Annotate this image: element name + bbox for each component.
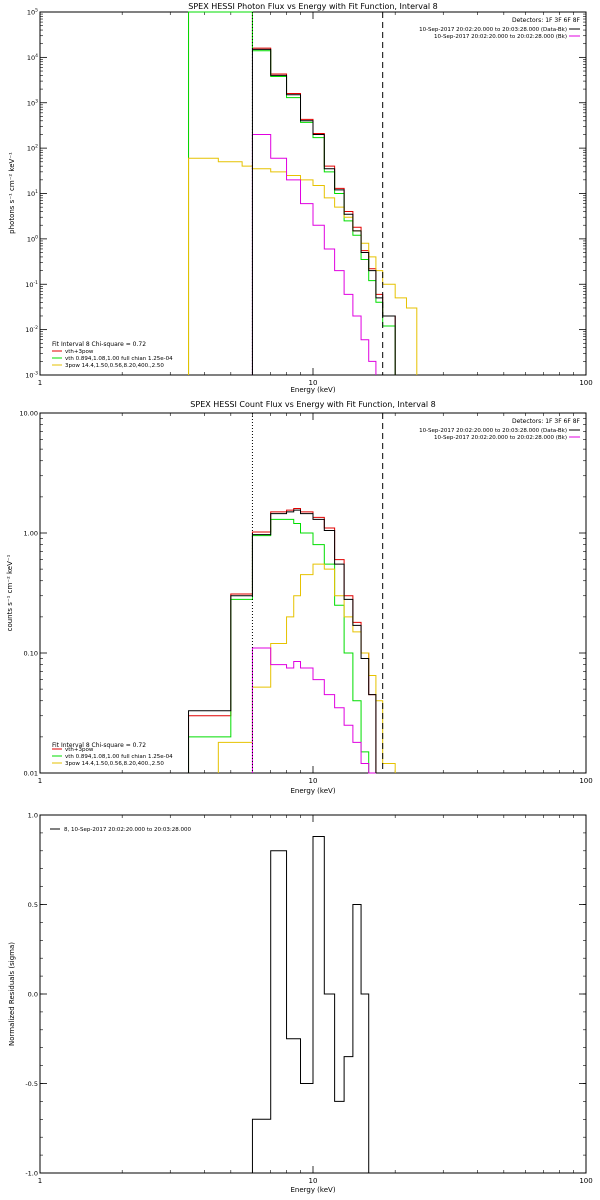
y-tick-label: 0.5 — [28, 901, 38, 909]
photon-flux-ylabel: photons s⁻¹ cm⁻² keV⁻¹ — [8, 152, 16, 234]
y-tick-label: 10-3 — [25, 371, 38, 380]
y-tick-label: 102 — [27, 144, 38, 153]
photon-flux-xlabel: Energy (keV) — [290, 386, 335, 394]
count-flux-ylabel: counts s⁻¹ cm⁻² keV⁻¹ — [6, 554, 14, 631]
residuals-legend: 8, 10-Sep-2017 20:02:20.000 to 20:03:28.… — [50, 827, 191, 833]
x-tick-label: 100 — [579, 1177, 592, 1185]
interval-legend-label: 10-Sep-2017 20:02:20.000 to 20:02:28.000… — [434, 34, 567, 40]
photon-flux-frame — [39, 11, 587, 376]
residuals-series — [251, 835, 383, 1174]
series-line-fit — [188, 11, 396, 375]
series-line-total — [251, 835, 383, 1174]
count-flux-axes: 1 10 100 10.00 1.00 0.10 0.01 — [19, 410, 592, 786]
x-tick-label: 1 — [38, 777, 42, 785]
x-tick-label: 1 — [38, 379, 42, 387]
count-flux-series — [188, 508, 396, 774]
count-flux-threshold-lines — [251, 413, 384, 773]
series-line-pow — [188, 157, 418, 375]
photon-flux-panel: SPEX HESSI Photon Flux vs Energy with Fi… — [8, 2, 593, 394]
photon-flux-axes: 1 10 100 105 104 103 102 101 100 10-1 10-2 10-3 — [25, 8, 592, 388]
y-tick-label: 1.00 — [24, 530, 38, 538]
residuals-panel: 1 10 100 1.0 0.5 0.0 -0.5 -1.0 Energy (keV) Nor… — [8, 812, 593, 1195]
fit-legend-label: vth 0.894,1.08,1.00 full chian 1.25e-04 — [65, 356, 173, 362]
y-tick-label: -1.0 — [25, 1170, 38, 1178]
y-tick-label: 0.01 — [24, 770, 38, 778]
x-tick-label: 1 — [38, 1177, 42, 1185]
y-tick-label: 0.0 — [28, 991, 38, 999]
count-flux-detectors: Detectors: 1F 3F 6F 8F — [512, 418, 581, 425]
residuals-axes: 1 10 100 1.0 0.5 0.0 -0.5 -1.0 — [25, 812, 592, 1186]
x-tick-label: 100 — [579, 777, 592, 785]
y-tick-label: 105 — [27, 8, 38, 17]
x-tick-label: 10 — [309, 777, 318, 785]
photon-flux-threshold-lines — [251, 12, 384, 375]
photon-flux-title: SPEX HESSI Photon Flux vs Energy with Fi… — [188, 2, 438, 11]
y-tick-label: 1.0 — [28, 812, 38, 820]
series-line-fit — [188, 508, 377, 773]
count-flux-interval-legend: 10-Sep-2017 20:02:20.000 to 20:03:28.000… — [419, 428, 580, 441]
y-tick-label: 100 — [27, 234, 38, 243]
series-line-total — [251, 48, 396, 375]
count-flux-xlabel: Energy (keV) — [290, 787, 335, 795]
photon-flux-detectors: Detectors: 1F 3F 6F 8F — [512, 17, 581, 24]
x-tick-label: 100 — [579, 379, 592, 387]
y-tick-label: 10-2 — [25, 325, 38, 334]
residuals-xlabel: Energy (keV) — [290, 1186, 335, 1194]
y-tick-label: -0.5 — [25, 1080, 38, 1088]
fit-legend-label: 3pow 14.4,1.50,0.56,8.20,400.,2.50 — [65, 363, 164, 369]
count-flux-panel: SPEX HESSI Count Flux vs Energy with Fit… — [6, 400, 593, 795]
residuals-ylabel: Normalized Residuals (sigma) — [8, 942, 16, 1046]
series-line-pow — [217, 563, 396, 773]
interval-legend-label: 10-Sep-2017 20:02:20.000 to 20:03:28.000… — [419, 27, 567, 33]
series-line-vth — [188, 518, 376, 774]
fit-legend-label: vth+3pow — [65, 349, 94, 355]
interval-legend-label: 10-Sep-2017 20:02:20.000 to 20:03:28.000… — [419, 428, 567, 434]
fit-legend-label: vth+3pow — [65, 747, 94, 753]
series-line-bk — [251, 647, 376, 774]
interval-legend-label: 10-Sep-2017 20:02:20.000 to 20:02:28.000… — [434, 435, 567, 441]
photon-flux-interval-legend: 10-Sep-2017 20:02:20.000 to 20:03:28.000… — [419, 27, 580, 40]
y-tick-label: 103 — [27, 98, 38, 107]
x-tick-label: 10 — [309, 1177, 318, 1185]
residuals-legend-label: 8, 10-Sep-2017 20:02:20.000 to 20:03:28.… — [64, 827, 191, 833]
fit-legend-label: 3pow 14.4,1.50,0.56,8.20,400.,2.50 — [65, 761, 164, 767]
series-line-total — [188, 509, 377, 773]
y-tick-label: 101 — [27, 189, 38, 198]
fit-legend-label: vth 0.894,1.08,1.00 full chian 1.25e-04 — [65, 754, 173, 760]
count-flux-title: SPEX HESSI Count Flux vs Energy with Fit… — [190, 400, 435, 409]
series-line-vth — [188, 11, 396, 375]
series-line-bk — [251, 133, 377, 375]
count-flux-frame — [39, 412, 587, 774]
count-flux-fit-header: Fit Interval 8 Chi-square = 0.72 — [52, 742, 146, 749]
x-tick-label: 10 — [309, 379, 318, 387]
y-tick-label: 10-1 — [25, 280, 38, 289]
photon-flux-fit-header: Fit Interval 8 Chi-square = 0.72 — [52, 341, 146, 348]
y-tick-label: 0.10 — [24, 650, 38, 658]
y-tick-label: 104 — [27, 53, 38, 62]
y-tick-label: 10.00 — [19, 410, 38, 418]
